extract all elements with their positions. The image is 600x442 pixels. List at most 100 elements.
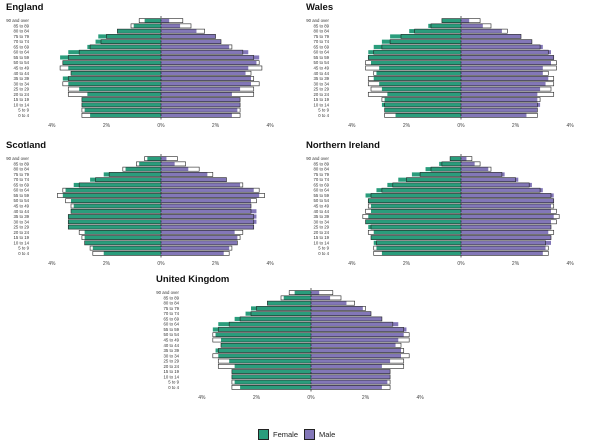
bar-female-50-to-54: [368, 198, 461, 203]
bar-male-20-to-24: [161, 230, 235, 235]
bar-female-0-to-4: [381, 251, 461, 256]
age-label-0-to-4: 0 to 4: [18, 113, 29, 118]
bar-male-80-to-84: [311, 301, 347, 306]
bar-male-40-to-44: [311, 343, 396, 348]
bar-male-15-to-19: [461, 235, 551, 240]
bar-outline-80-to-84: [430, 166, 492, 172]
panel-title: England: [6, 2, 44, 13]
x-tick-label: 0%: [157, 123, 165, 129]
x-tick-label: 4%: [348, 261, 356, 267]
legend-label-female: Female: [273, 429, 299, 439]
bar-male-70-to-74: [161, 39, 221, 44]
bar-female-40-to-44: [71, 71, 161, 76]
bar-male-0-to-4: [461, 113, 527, 118]
legend-item-male: Male: [304, 428, 336, 440]
bar-female-65-to-69: [387, 182, 461, 187]
bar-outline-40-to-44: [70, 208, 252, 214]
bar-female-30-to-34: [218, 353, 311, 358]
age-label-5-to-9: 5 to 9: [18, 108, 29, 113]
age-label-65-to-69: 65 to 69: [13, 182, 29, 187]
age-label-5-to-9: 5 to 9: [168, 380, 179, 385]
age-label-85-to-89: 85 to 89: [313, 161, 329, 166]
bar-female-55-to-59: [365, 193, 461, 198]
bar-female-65-to-69: [73, 182, 161, 187]
bar-female-85-to-89: [439, 161, 461, 166]
age-label-80-to-84: 80 to 84: [13, 29, 29, 34]
bar-male-5-to-9: [461, 108, 538, 113]
age-label-50-to-54: 50 to 54: [13, 60, 29, 65]
bar-outline-70-to-74: [406, 177, 516, 183]
age-label-20-to-24: 20 to 24: [313, 230, 329, 235]
bar-female-40-to-44: [376, 71, 461, 76]
bar-female-75-to-79: [98, 34, 161, 39]
age-label-30-to-34: 30 to 34: [313, 81, 329, 86]
bar-outline-80-to-84: [122, 166, 200, 172]
bar-outline-70-to-74: [389, 39, 533, 45]
bar-female-55-to-59: [60, 55, 161, 60]
bar-female-20-to-24: [87, 92, 161, 97]
bar-outline-30-to-34: [365, 219, 557, 225]
bar-male-90-and-over: [161, 156, 167, 161]
bar-female-75-to-79: [103, 172, 161, 177]
bar-outline-30-to-34: [367, 81, 555, 87]
bar-male-40-to-44: [161, 209, 257, 214]
bar-female-15-to-19: [231, 369, 311, 374]
bar-outline-10-to-14: [376, 240, 546, 246]
bar-male-40-to-44: [461, 209, 551, 214]
bar-outline-50-to-54: [367, 198, 555, 204]
bar-female-5-to-9: [92, 246, 161, 251]
bar-male-45-to-49: [311, 337, 399, 343]
bar-male-25-to-29: [161, 87, 241, 92]
bar-male-35-to-39: [461, 214, 554, 219]
bar-female-15-to-19: [371, 235, 461, 240]
age-label-80-to-84: 80 to 84: [313, 167, 329, 172]
bar-male-10-to-14: [161, 240, 238, 245]
bar-outline-20-to-24: [367, 91, 555, 97]
bar-outline-40-to-44: [365, 208, 557, 214]
age-label-85-to-89: 85 to 89: [13, 161, 29, 166]
bar-male-75-to-79: [461, 172, 505, 177]
bar-male-15-to-19: [161, 97, 241, 102]
bar-female-90-and-over: [450, 156, 461, 161]
bar-female-45-to-49: [221, 337, 311, 343]
legend-label-male: Male: [319, 429, 336, 439]
bar-male-15-to-19: [311, 369, 391, 374]
age-label-30-to-34: 30 to 34: [313, 219, 329, 224]
bar-female-20-to-24: [234, 364, 311, 369]
bar-outline-40-to-44: [373, 70, 549, 76]
age-label-40-to-44: 40 to 44: [13, 71, 29, 76]
age-label-75-to-79: 75 to 79: [13, 34, 29, 39]
bar-female-55-to-59: [368, 55, 461, 60]
x-tick-label: 2%: [212, 261, 220, 267]
bar-male-65-to-69: [161, 44, 230, 49]
age-label-20-to-24: 20 to 24: [13, 92, 29, 97]
bar-male-0-to-4: [311, 385, 382, 390]
bar-outline-50-to-54: [62, 60, 260, 66]
bar-outline-20-to-24: [78, 229, 244, 235]
age-label-15-to-19: 15 to 19: [313, 97, 329, 102]
bar-male-55-to-59: [461, 55, 554, 60]
bar-male-45-to-49: [161, 203, 251, 209]
x-tick-label: 4%: [48, 261, 56, 267]
bar-male-55-to-59: [161, 55, 260, 60]
age-label-10-to-14: 10 to 14: [313, 240, 329, 245]
age-label-60-to-64: 60 to 64: [163, 322, 179, 327]
bar-female-25-to-29: [79, 87, 161, 92]
chart-legend: Female Male: [258, 428, 335, 440]
bar-female-70-to-74: [381, 39, 461, 44]
bar-female-85-to-89: [283, 295, 311, 300]
bar-male-50-to-54: [161, 198, 251, 203]
bar-female-40-to-44: [221, 343, 311, 348]
bar-outline-60-to-64: [228, 321, 394, 327]
bar-female-15-to-19: [84, 235, 161, 240]
bar-outline-90-and-over: [138, 18, 184, 23]
age-label-50-to-54: 50 to 54: [163, 332, 179, 337]
bar-female-5-to-9: [384, 108, 461, 113]
age-label-35-to-39: 35 to 39: [313, 76, 329, 81]
bar-male-20-to-24: [461, 92, 538, 97]
x-tick-label: 4%: [348, 123, 356, 129]
